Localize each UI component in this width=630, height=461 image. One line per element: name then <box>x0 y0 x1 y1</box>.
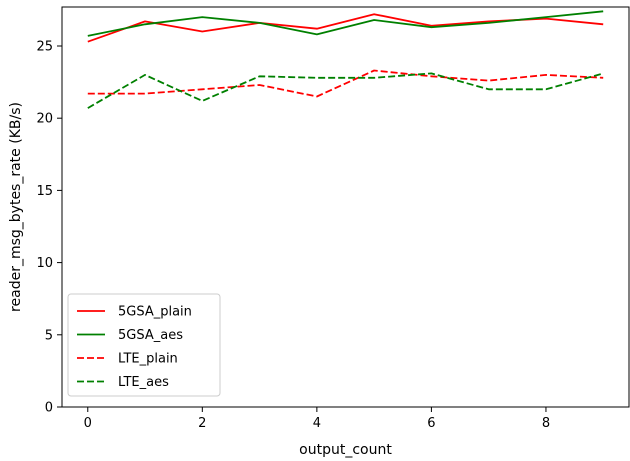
plot-frame <box>61 6 630 408</box>
x-tick-label-6: 6 <box>427 416 435 431</box>
y-tick-label-0: 0 <box>45 401 53 416</box>
x-tick-label-8: 8 <box>542 416 550 431</box>
y-tick-label-15: 15 <box>36 184 53 199</box>
legend-box <box>67 293 221 397</box>
legend-label-LTE_aes: LTE_aes <box>118 375 169 390</box>
series-line-5GSA_aes <box>87 10 604 37</box>
x-tick-label-2: 2 <box>198 416 206 431</box>
series-line-LTE_plain <box>87 69 604 98</box>
series-layer <box>87 10 604 109</box>
y-tick-label-20: 20 <box>36 112 53 127</box>
x-axis-label: output_count <box>299 442 392 458</box>
y-tick-label-10: 10 <box>36 256 53 271</box>
x-tick-label-0: 0 <box>84 416 92 431</box>
legend-label-LTE_plain: LTE_plain <box>118 352 178 367</box>
y-tick-label-25: 25 <box>36 39 53 54</box>
legend-label-5GSA_plain: 5GSA_plain <box>118 305 192 320</box>
legend: 5GSA_plain 5GSA_aes LTE_plain LTE_aes <box>67 293 221 397</box>
y-tick-label-5: 5 <box>45 328 53 343</box>
x-tick-label-4: 4 <box>313 416 321 431</box>
legend-label-5GSA_aes: 5GSA_aes <box>118 328 183 343</box>
ticks-layer: 0 2 4 6 8 0 5 10 15 20 25 <box>36 39 550 431</box>
series-line-LTE_aes <box>87 72 604 109</box>
y-axis-label: reader_msg_bytes_rate (KB/s) <box>8 102 24 312</box>
